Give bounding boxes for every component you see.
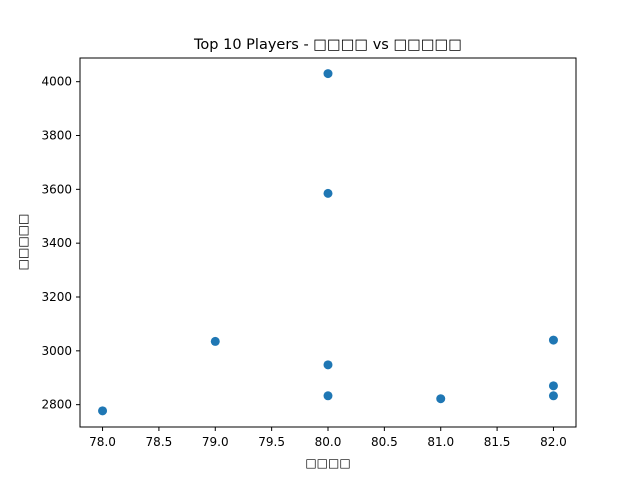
y-tick-label: 3200 — [41, 290, 72, 304]
y-tick-label: 4000 — [41, 75, 72, 89]
x-axis-ticks: 78.0 78.5 79.0 79.5 80.0 80.5 81.0 81.5 82.0 — [89, 427, 567, 449]
data-point-5 — [323, 360, 333, 370]
y-axis-ticks: 2800 3000 3200 3400 3600 3800 4000 — [41, 75, 80, 412]
x-tick-label: 78.0 — [89, 435, 116, 449]
x-tick-label: 81.5 — [484, 435, 511, 449]
data-point-7 — [323, 391, 333, 401]
x-tick-label: 81.0 — [427, 435, 454, 449]
data-point-10 — [98, 406, 108, 416]
x-tick-label: 82.0 — [540, 435, 567, 449]
x-tick-label: 79.0 — [202, 435, 229, 449]
x-tick-label: 79.5 — [258, 435, 285, 449]
y-tick-label: 3000 — [41, 344, 72, 358]
y-tick-label: 3400 — [41, 236, 72, 250]
y-tick-label: 3600 — [41, 182, 72, 196]
data-point-1 — [323, 69, 333, 79]
x-tick-label: 80.5 — [371, 435, 398, 449]
y-tick-label: 3800 — [41, 129, 72, 143]
data-point-6 — [548, 381, 558, 391]
y-tick-label: 2800 — [41, 398, 72, 412]
x-tick-label: 78.5 — [146, 435, 173, 449]
x-axis-label: □□□□ — [305, 456, 350, 470]
y-axis-label: □□□□□ — [16, 214, 30, 271]
data-point-4 — [548, 335, 558, 345]
data-point-3 — [210, 336, 220, 346]
data-point-8 — [548, 391, 558, 401]
points-layer — [98, 69, 558, 416]
chart-title: Top 10 Players - □□□□ vs □□□□□ — [193, 37, 462, 53]
x-tick-label: 80.0 — [315, 435, 342, 449]
data-point-9 — [436, 394, 446, 404]
data-point-2 — [323, 188, 333, 198]
